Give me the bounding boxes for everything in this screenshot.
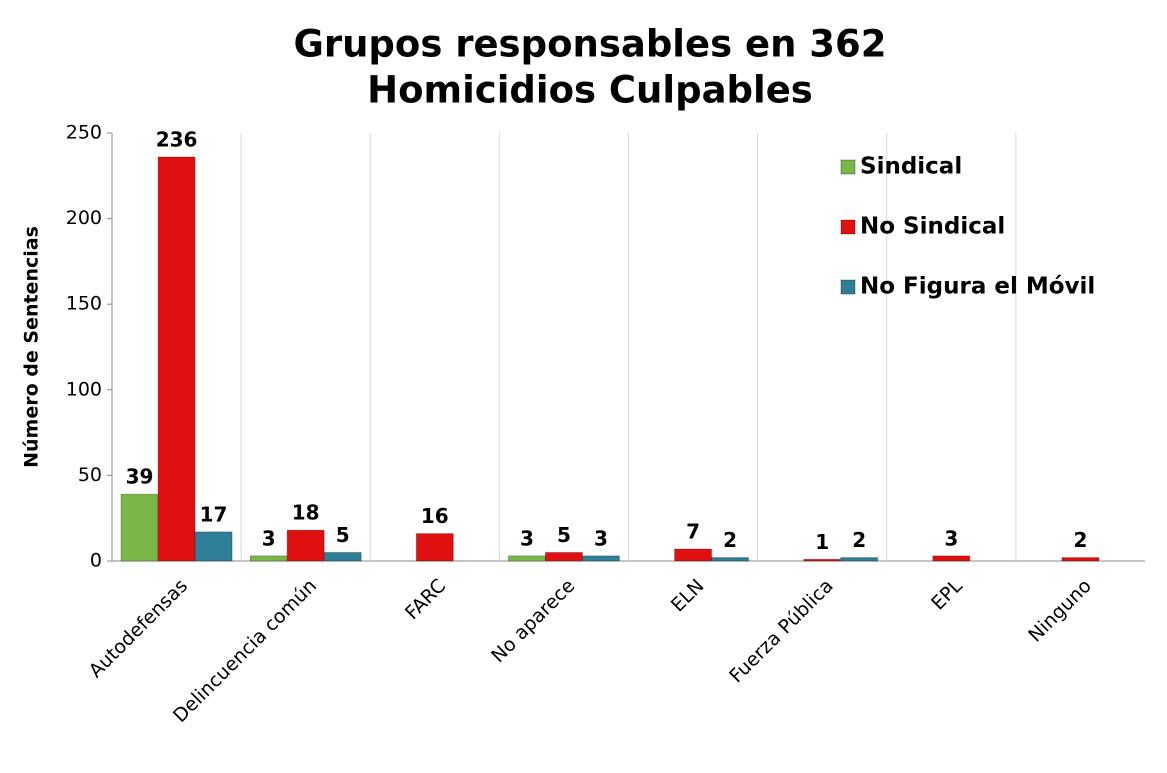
y-tick-label: 150: [66, 293, 102, 315]
chart-title: Homicidios Culpables: [367, 69, 813, 112]
y-axis-label: Número de Sentencias: [21, 226, 43, 468]
legend-swatch: [840, 159, 856, 175]
x-tick-label: Ninguno: [1024, 575, 1096, 647]
bar: [711, 557, 750, 562]
value-label: 3: [944, 526, 958, 550]
y-tick-label: 0: [90, 550, 102, 572]
y-tick-label: 100: [66, 378, 102, 400]
value-label: 3: [594, 526, 608, 550]
value-label: 2: [723, 528, 737, 552]
bar: [323, 551, 362, 562]
value-label: 5: [336, 523, 350, 547]
bar: [507, 555, 546, 562]
y-tick-label: 250: [66, 122, 102, 144]
bar: [286, 529, 325, 562]
y-tick-label: 50: [78, 464, 102, 486]
value-label: 236: [156, 127, 198, 151]
bar: [1061, 557, 1100, 562]
bar: [581, 555, 620, 562]
bar: [120, 493, 159, 562]
value-label: 1: [815, 530, 829, 554]
value-label: 39: [126, 465, 154, 489]
legend-swatch: [840, 279, 856, 295]
value-label: 18: [292, 501, 320, 525]
x-tick-label: FARC: [401, 575, 450, 624]
bar: [840, 557, 879, 562]
value-label: 5: [557, 523, 571, 547]
y-tick-label: 200: [66, 207, 102, 229]
bar: [803, 558, 842, 562]
bar: [544, 551, 583, 562]
legend-label: No Figura el Móvil: [860, 274, 1095, 300]
x-tick-label: No aparece: [487, 575, 579, 667]
value-label: 17: [200, 502, 228, 526]
x-tick-label: EPL: [927, 575, 967, 615]
legend-swatch: [840, 219, 856, 235]
x-tick-label: ELN: [667, 575, 709, 617]
bar: [194, 531, 233, 562]
value-label: 3: [262, 526, 276, 550]
value-label: 2: [1073, 528, 1087, 552]
chart-title: Grupos responsables en 362: [293, 23, 886, 66]
x-tick-label: Autodefensas: [85, 575, 192, 682]
bar: [157, 156, 196, 562]
value-label: 7: [686, 520, 700, 544]
legend-label: No Sindical: [860, 214, 1005, 240]
bar: [674, 548, 713, 562]
value-label: 2: [852, 528, 866, 552]
legend-label: Sindical: [860, 154, 962, 180]
bar: [415, 533, 454, 562]
value-label: 16: [421, 504, 449, 528]
x-tick-label: Fuerza Pública: [725, 575, 837, 687]
bar: [249, 555, 288, 562]
x-tick-label: Delincuencia común: [169, 575, 321, 727]
value-label: 3: [520, 526, 534, 550]
bar: [932, 555, 971, 562]
